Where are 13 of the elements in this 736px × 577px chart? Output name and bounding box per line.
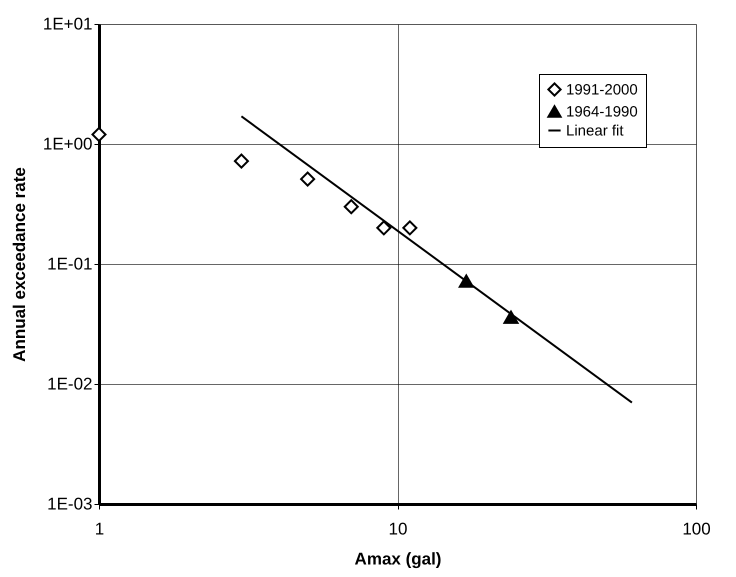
x-tick-label: 10: [388, 520, 408, 538]
x-axis-title: Amax (gal): [354, 550, 442, 568]
x-tick-label: 1: [94, 520, 104, 538]
x-tick-label: 100: [682, 520, 711, 538]
y-tick-label: 1E-02: [47, 374, 92, 394]
y-tick-label: 1E+00: [42, 134, 92, 154]
y-tick-label: 1E-03: [47, 494, 92, 514]
legend-label: 1991-2000: [566, 82, 638, 98]
legend-label: 1964-1990: [566, 104, 638, 120]
legend-label: Linear fit: [566, 122, 624, 140]
y-tick-label: 1E-01: [47, 254, 92, 274]
y-tick-label: 1E+01: [42, 14, 92, 34]
y-axis-title: Annual exceedance rate: [10, 167, 29, 362]
